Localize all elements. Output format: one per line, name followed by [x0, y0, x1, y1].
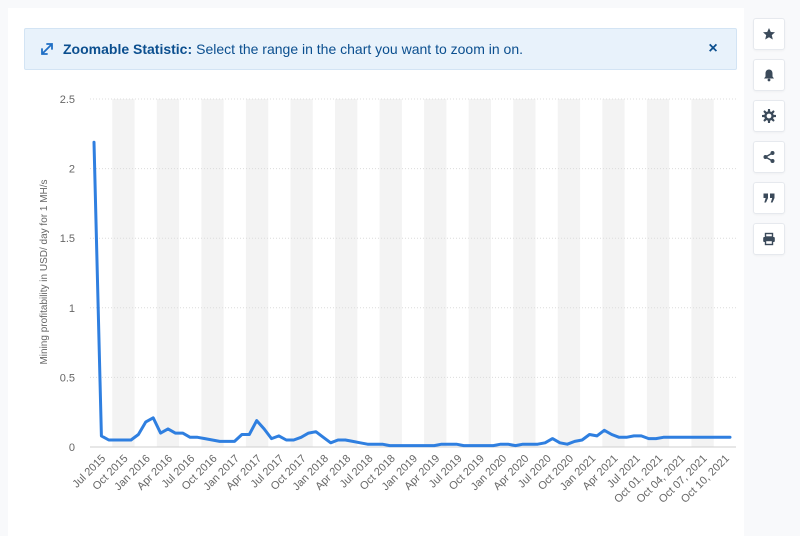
gear-icon — [762, 109, 776, 123]
y-tick-label: 2 — [69, 164, 75, 176]
print-icon — [763, 232, 775, 246]
grid-band — [335, 99, 358, 447]
grid-band — [646, 99, 670, 447]
grid-band — [513, 99, 536, 447]
zoom-banner-text: Zoomable Statistic: Select the range in t… — [63, 41, 523, 57]
y-axis-label: Mining profitability in USD/ day for 1 M… — [39, 179, 50, 364]
share-icon — [763, 151, 775, 163]
grid-band — [691, 99, 714, 447]
y-tick-label: 1 — [69, 303, 75, 315]
y-tick-label: 0 — [69, 442, 75, 454]
grid-band — [557, 99, 581, 447]
grid-band — [245, 99, 269, 447]
close-icon[interactable]: × — [708, 40, 718, 57]
grid-band — [290, 99, 313, 447]
grid-band — [602, 99, 625, 447]
grid-band — [112, 99, 135, 447]
notification-button[interactable] — [753, 59, 785, 91]
print-button[interactable] — [753, 223, 785, 255]
grid-band — [156, 99, 180, 447]
series-line — [92, 140, 732, 448]
grid-band — [468, 99, 491, 447]
y-axis-ticks: 0 0.5 1 1.5 2 2.5 — [60, 94, 75, 454]
side-toolbar — [753, 18, 785, 264]
cite-button[interactable] — [753, 182, 785, 214]
zoom-banner-message: Select the range in the chart you want t… — [196, 41, 524, 57]
favorite-button[interactable] — [753, 18, 785, 50]
horizontal-gridlines — [90, 98, 736, 448]
grid-band — [201, 99, 224, 447]
bell-icon — [764, 69, 774, 82]
expand-icon — [39, 41, 55, 57]
quote-icon — [763, 193, 775, 203]
y-tick-label: 1.5 — [60, 233, 75, 245]
share-button[interactable] — [753, 141, 785, 173]
grid-band — [379, 99, 402, 447]
grid-bands — [112, 99, 714, 447]
grid-band — [424, 99, 447, 447]
settings-button[interactable] — [753, 100, 785, 132]
y-tick-label: 0.5 — [60, 372, 75, 384]
zoom-banner: Zoomable Statistic: Select the range in t… — [24, 28, 737, 70]
y-tick-label: 2.5 — [60, 94, 75, 106]
zoom-banner-title: Zoomable Statistic: — [63, 41, 193, 57]
chart-area[interactable]: 0 0.5 1 1.5 2 2.5 Jul 2015 Oct 2015 Jan 2016 Apr… — [0, 0, 745, 536]
star-icon — [763, 28, 775, 40]
